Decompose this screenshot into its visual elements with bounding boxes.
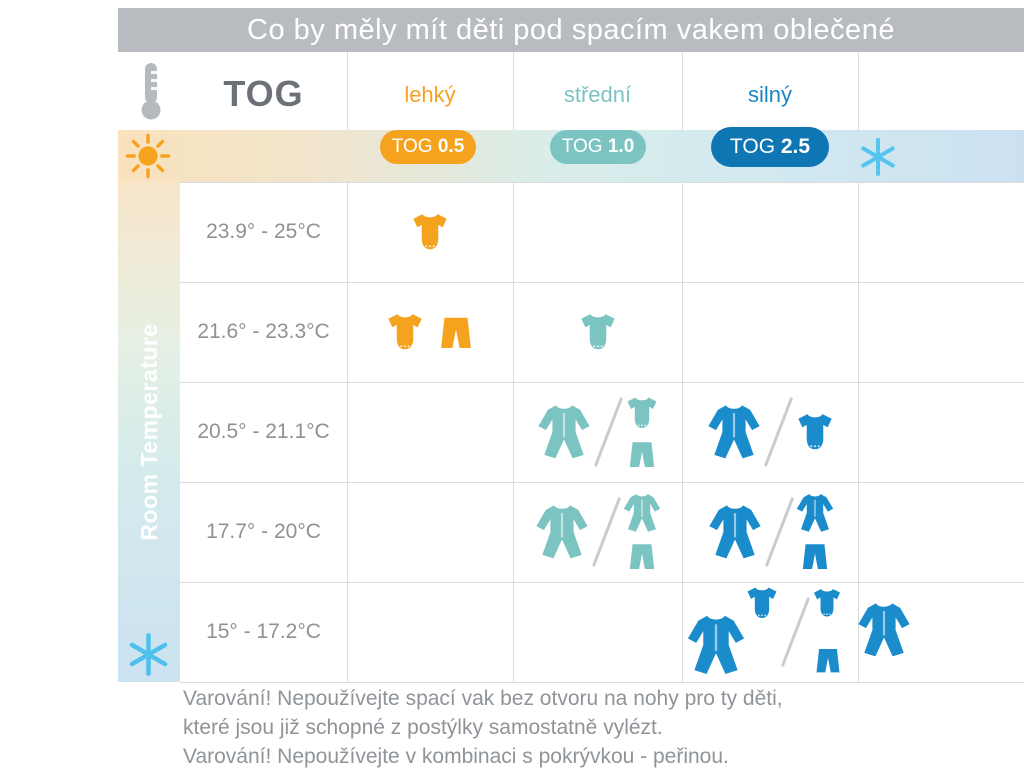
badge-label: TOG [729, 135, 776, 158]
grid-vline [347, 52, 348, 682]
sleepsuit-icon [538, 405, 590, 459]
clothing-option [407, 209, 453, 255]
or-slash [591, 496, 622, 568]
sleepsuit-icon [536, 505, 588, 559]
tog-25-badge: TOG 2.5 [711, 127, 829, 167]
sleepsuit-icon [708, 505, 761, 559]
badge-value: 1.0 [607, 136, 635, 157]
tog-05-badge: TOG 0.5 [380, 130, 476, 164]
or-slash [780, 596, 810, 668]
clothing-cell-tog25 [682, 582, 914, 682]
tog-heading: TOG [223, 73, 304, 114]
clothing-option [620, 491, 664, 574]
bodysuit-icon [797, 414, 832, 450]
or-slash [593, 396, 624, 468]
column-header-lehky: lehký [404, 82, 456, 107]
room-temperature-strip [118, 182, 180, 682]
grid-hline [180, 482, 1024, 483]
pants-icon [441, 317, 471, 348]
tog-10-badge: TOG 1.0 [550, 130, 646, 164]
room-temperature-label: Room Temperature [136, 323, 162, 541]
pants-icon [816, 648, 839, 673]
badge-label: TOG [391, 136, 433, 157]
clothing-option [382, 309, 478, 355]
clothing-cell-tog10 [513, 482, 682, 582]
sleepsuit-icon [796, 493, 833, 532]
clothing-cell-tog25 [682, 482, 858, 582]
clothing-cell-tog05 [347, 282, 513, 382]
temp-range-label: 17.7° - 20°C [206, 520, 321, 543]
snowflake-icon [129, 633, 168, 676]
sleepsuit-icon [623, 493, 661, 532]
clothing-option [533, 401, 595, 463]
clothing-option [703, 401, 765, 463]
clothing-cell-tog10 [513, 282, 682, 382]
clothing-option [682, 585, 782, 679]
clothing-option [792, 409, 838, 455]
pants-icon [802, 543, 827, 569]
badge-label: TOG [561, 136, 603, 157]
or-slash [764, 496, 794, 568]
column-header-silny: silný [747, 82, 792, 107]
pants-icon [629, 441, 655, 467]
clothing-cell-tog05 [347, 182, 513, 282]
temp-range-label: 21.6° - 23.3°C [197, 320, 330, 343]
column-header-stredni: střední [563, 82, 632, 107]
badge-value: 0.5 [437, 136, 465, 157]
grid-hline [180, 382, 1024, 383]
grid-hline [180, 682, 1024, 683]
snowflake-icon [861, 138, 895, 176]
bodysuit-icon [747, 587, 776, 618]
clothing-cell-tog10 [513, 382, 682, 482]
bodysuit-icon [580, 314, 615, 350]
sleepsuit-icon [857, 603, 910, 657]
temp-range-label: 15° - 17.2°C [206, 620, 321, 643]
sleepsuit-icon [707, 405, 760, 459]
warning-text: Varování! Nepoužívejte spací vak bez otv… [183, 684, 1018, 768]
pants-icon [629, 543, 655, 569]
sleepsuit-icon [687, 615, 744, 674]
warning-line: Varování! Nepoužívejte spací vak bez otv… [183, 687, 783, 710]
warning-line: které jsou již schopné z postýlky samost… [183, 716, 663, 739]
grid-vline [858, 52, 859, 682]
grid-hline [180, 182, 1024, 183]
bodysuit-icon [627, 397, 657, 428]
warning-line: Varování! Nepoužívejte v kombinaci s pok… [183, 745, 729, 768]
sun-icon [125, 133, 171, 179]
grid-vline [682, 52, 683, 682]
bodysuit-icon [813, 589, 840, 617]
bodysuit-icon [388, 314, 422, 350]
thermometer-icon [141, 63, 161, 120]
grid-hline [180, 282, 1024, 283]
or-slash [763, 396, 793, 468]
bodysuit-icon [413, 214, 447, 250]
clothing-option [531, 501, 593, 563]
temp-range-label: 20.5° - 21.1°C [197, 420, 330, 443]
clothing-option [622, 393, 662, 472]
grid-vline [513, 52, 514, 682]
badge-value: 2.5 [780, 135, 811, 158]
clothing-option [793, 491, 837, 574]
clothing-option [809, 585, 915, 679]
clothing-cell-tog25 [682, 382, 858, 482]
clothing-option [575, 309, 621, 355]
clothing-option [704, 501, 766, 563]
page-title: Co by měly mít děti pod spacím vakem obl… [118, 8, 1024, 52]
grid-hline [180, 582, 1024, 583]
temp-range-label: 23.9° - 25°C [206, 220, 321, 243]
